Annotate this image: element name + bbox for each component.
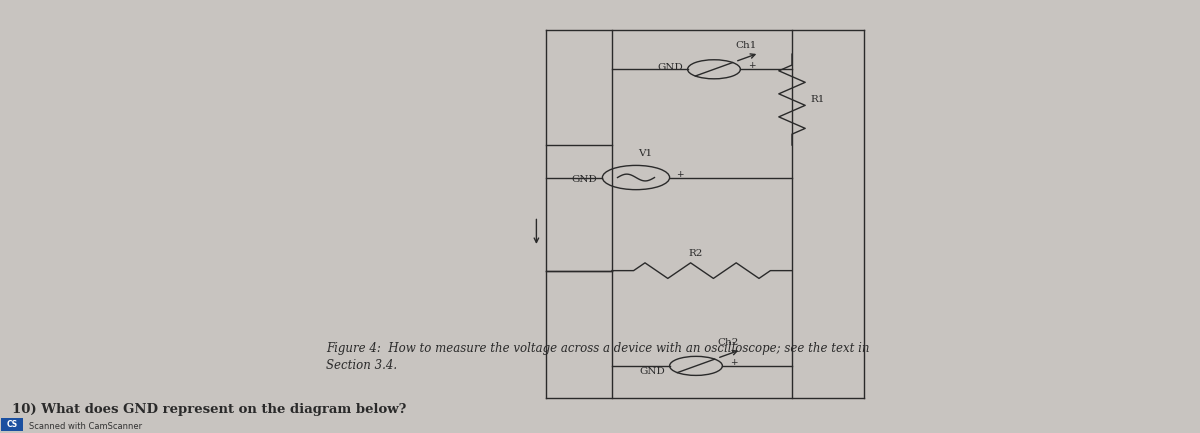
Text: GND: GND — [572, 175, 598, 184]
Text: R2: R2 — [689, 249, 703, 258]
Text: +: + — [730, 358, 737, 367]
Text: Ch2: Ch2 — [718, 338, 738, 347]
Text: Ch1: Ch1 — [736, 41, 756, 49]
Text: CS: CS — [6, 420, 18, 429]
Text: +: + — [676, 170, 683, 178]
Text: Figure 4:  How to measure the voltage across a device with an oscilloscope; see : Figure 4: How to measure the voltage acr… — [326, 342, 870, 355]
Text: GND: GND — [640, 367, 665, 375]
Text: V1: V1 — [638, 149, 653, 158]
Text: Section 3.4.: Section 3.4. — [326, 359, 397, 372]
FancyBboxPatch shape — [1, 418, 23, 431]
Text: R1: R1 — [810, 95, 824, 104]
Text: GND: GND — [658, 63, 683, 71]
Text: 10) What does GND represent on the diagram below?: 10) What does GND represent on the diagr… — [12, 403, 407, 416]
Text: +: + — [748, 61, 755, 70]
Text: Scanned with CamScanner: Scanned with CamScanner — [29, 422, 142, 431]
